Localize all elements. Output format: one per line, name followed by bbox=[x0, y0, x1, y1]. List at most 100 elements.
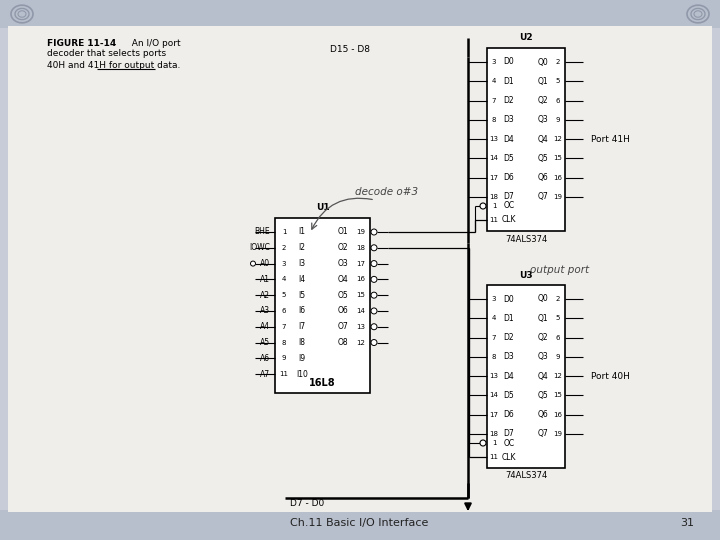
Text: O7: O7 bbox=[338, 322, 348, 331]
Text: 31: 31 bbox=[680, 518, 694, 528]
Text: 16: 16 bbox=[356, 276, 366, 282]
Text: I3: I3 bbox=[298, 259, 305, 268]
Text: Q5: Q5 bbox=[538, 154, 549, 163]
Text: 11: 11 bbox=[490, 454, 498, 460]
Text: U1: U1 bbox=[315, 204, 329, 213]
Text: D4: D4 bbox=[503, 372, 514, 381]
Text: 19: 19 bbox=[554, 194, 562, 200]
Text: O4: O4 bbox=[338, 275, 348, 284]
Text: D15 - D8: D15 - D8 bbox=[330, 45, 370, 55]
Text: 9: 9 bbox=[556, 354, 560, 360]
Text: 14: 14 bbox=[490, 393, 498, 399]
Circle shape bbox=[480, 203, 486, 209]
Bar bbox=[0, 510, 720, 540]
Text: D7: D7 bbox=[503, 192, 514, 201]
Text: A0: A0 bbox=[260, 259, 270, 268]
Text: I8: I8 bbox=[299, 338, 305, 347]
Text: 6: 6 bbox=[556, 98, 560, 104]
Text: 5: 5 bbox=[556, 315, 560, 321]
Text: 9: 9 bbox=[282, 355, 287, 361]
Text: Q1: Q1 bbox=[538, 77, 549, 86]
Text: 4: 4 bbox=[492, 315, 496, 321]
Bar bbox=[275, 218, 370, 393]
Text: 17: 17 bbox=[490, 411, 498, 417]
Text: 15: 15 bbox=[554, 156, 562, 161]
Text: O2: O2 bbox=[338, 244, 348, 252]
Text: 7: 7 bbox=[282, 324, 287, 330]
Text: 74ALS374: 74ALS374 bbox=[505, 471, 547, 481]
Text: D0: D0 bbox=[503, 294, 514, 303]
Text: A3: A3 bbox=[260, 306, 270, 315]
Text: 14: 14 bbox=[356, 308, 366, 314]
Text: Q5: Q5 bbox=[538, 391, 549, 400]
Text: OC: OC bbox=[503, 438, 515, 448]
Text: U3: U3 bbox=[519, 271, 533, 280]
Text: 4: 4 bbox=[282, 276, 286, 282]
Text: 14: 14 bbox=[490, 156, 498, 161]
Text: Q2: Q2 bbox=[538, 333, 549, 342]
Text: D2: D2 bbox=[504, 96, 514, 105]
Circle shape bbox=[480, 440, 486, 446]
Text: A2: A2 bbox=[260, 291, 270, 300]
Bar bbox=[0, 0, 720, 28]
Text: I5: I5 bbox=[298, 291, 305, 300]
Text: D7: D7 bbox=[503, 429, 514, 438]
Text: 19: 19 bbox=[356, 229, 366, 235]
Text: D3: D3 bbox=[503, 115, 514, 124]
Text: Q6: Q6 bbox=[538, 173, 549, 182]
Text: CLK: CLK bbox=[502, 453, 516, 462]
Text: A5: A5 bbox=[260, 338, 270, 347]
Text: 7: 7 bbox=[492, 334, 496, 341]
Text: Q0: Q0 bbox=[538, 57, 549, 66]
Text: 13: 13 bbox=[490, 136, 498, 142]
Text: A1: A1 bbox=[260, 275, 270, 284]
Text: U2: U2 bbox=[519, 33, 533, 43]
Text: 8: 8 bbox=[492, 117, 496, 123]
Text: D1: D1 bbox=[504, 77, 514, 86]
Text: Q3: Q3 bbox=[538, 352, 549, 361]
Text: D5: D5 bbox=[503, 154, 514, 163]
Text: 16: 16 bbox=[554, 411, 562, 417]
Text: Q7: Q7 bbox=[538, 192, 549, 201]
Text: 8: 8 bbox=[492, 354, 496, 360]
Text: O1: O1 bbox=[338, 227, 348, 237]
Text: 12: 12 bbox=[554, 136, 562, 142]
Text: 12: 12 bbox=[356, 340, 366, 346]
Text: 5: 5 bbox=[282, 292, 286, 298]
Text: Q6: Q6 bbox=[538, 410, 549, 419]
Text: Ch.11 Basic I/O Interface: Ch.11 Basic I/O Interface bbox=[290, 518, 428, 528]
Text: 18: 18 bbox=[356, 245, 366, 251]
Text: 2: 2 bbox=[556, 59, 560, 65]
Text: FIGURE 11-14: FIGURE 11-14 bbox=[47, 38, 116, 48]
Text: 17: 17 bbox=[490, 174, 498, 180]
Text: 40H and 41H for output data.: 40H and 41H for output data. bbox=[47, 60, 181, 70]
Text: 4: 4 bbox=[492, 78, 496, 84]
Text: Port 41H: Port 41H bbox=[590, 135, 629, 144]
Text: 74ALS374: 74ALS374 bbox=[505, 234, 547, 244]
Text: 12: 12 bbox=[554, 373, 562, 379]
Text: 5: 5 bbox=[556, 78, 560, 84]
Bar bbox=[487, 285, 565, 468]
Text: 13: 13 bbox=[490, 373, 498, 379]
Text: 1: 1 bbox=[492, 440, 496, 446]
Text: D6: D6 bbox=[503, 173, 514, 182]
Text: 16L8: 16L8 bbox=[309, 378, 336, 388]
Text: 7: 7 bbox=[492, 98, 496, 104]
Text: A4: A4 bbox=[260, 322, 270, 331]
Circle shape bbox=[371, 340, 377, 346]
Text: Q7: Q7 bbox=[538, 429, 549, 438]
Circle shape bbox=[371, 324, 377, 330]
Text: 17: 17 bbox=[356, 261, 366, 267]
Text: decode o#3: decode o#3 bbox=[355, 187, 418, 197]
Text: D6: D6 bbox=[503, 410, 514, 419]
Text: 1: 1 bbox=[282, 229, 287, 235]
Text: A6: A6 bbox=[260, 354, 270, 363]
Text: 1: 1 bbox=[492, 203, 496, 209]
Text: 16: 16 bbox=[554, 174, 562, 180]
Text: I1: I1 bbox=[299, 227, 305, 237]
Text: D1: D1 bbox=[504, 314, 514, 323]
Text: OC: OC bbox=[503, 201, 515, 211]
Text: D2: D2 bbox=[504, 333, 514, 342]
Text: 9: 9 bbox=[556, 117, 560, 123]
Circle shape bbox=[371, 261, 377, 267]
